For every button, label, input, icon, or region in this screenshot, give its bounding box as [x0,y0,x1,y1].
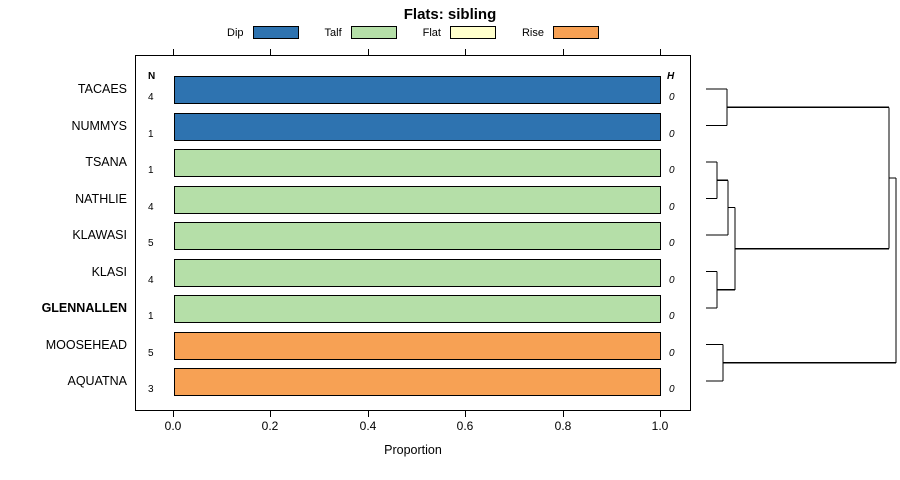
x-axis-tick [270,411,271,417]
h-value: 0 [669,238,675,249]
x-tick-label: 0.4 [359,419,377,433]
x-axis-tick [173,411,174,417]
bar-row [174,295,661,323]
bar-row [174,112,661,141]
n-value: 4 [148,201,154,213]
x-axis-top-tick [173,49,174,55]
legend-label: Talf [324,26,342,39]
h-value: 0 [669,92,675,103]
y-axis-label: TSANA [85,155,127,169]
legend-swatch-rise [553,26,599,39]
y-axis-label: NATHLIE [75,191,127,206]
x-axis-top-tick [270,49,271,55]
x-axis-top-tick [368,49,369,55]
bar-row [174,185,661,214]
n-value: 3 [148,384,154,395]
bar [174,295,661,323]
bar [174,76,661,104]
bar-row [174,258,661,287]
legend-item-rise: Rise [522,26,599,39]
y-axis-label: NUMMYS [71,118,127,133]
x-tick-label: 0.2 [261,419,279,433]
bar [174,149,661,177]
h-value: 0 [669,128,675,140]
bar [174,368,661,396]
h-value: 0 [669,165,675,176]
bar-row [174,222,661,250]
legend-swatch-dip [252,26,299,39]
n-value: 5 [148,347,154,359]
legend-label: Dip [227,26,244,39]
plot-area: N H 4 1 1 4 5 4 1 5 3 0 0 0 0 0 0 0 0 0 [135,55,691,411]
x-axis-tick [563,411,564,417]
x-tick-label: 0.6 [456,419,474,433]
legend-item-flat: Flat [423,26,496,39]
h-value: 0 [669,274,675,286]
n-value: 1 [148,165,154,176]
x-tick-label: 0.8 [554,419,572,433]
x-axis-top-tick [465,49,466,55]
legend: Dip Talf Flat Rise [135,26,691,39]
h-value: 0 [669,311,675,322]
h-value: 0 [669,347,675,359]
legend-label: Flat [422,26,441,39]
legend-item-talf: Talf [325,26,397,39]
bar [174,185,661,214]
legend-swatch-talf [350,26,397,39]
bar [174,222,661,250]
x-tick-label: 0.0 [164,419,182,433]
bar-row [174,149,661,177]
x-axis-tick [368,411,369,417]
n-value: 5 [148,238,154,249]
bar-row [174,331,661,360]
h-column-header: H [667,71,675,82]
bar [174,112,661,141]
n-value: 4 [148,274,154,286]
h-value: 0 [669,201,675,213]
x-axis-tick [465,411,466,417]
x-axis-tick [660,411,661,417]
n-value: 1 [148,128,154,140]
legend-item-dip: Dip [227,26,299,39]
bar [174,258,661,287]
y-axis-label: KLASI [91,264,127,279]
y-axis-label: MOOSEHEAD [45,337,127,352]
legend-swatch-flat [449,26,496,39]
n-column-header: N [148,71,156,82]
chart-title: Flats: sibling [403,6,497,23]
bar-row [174,76,661,104]
x-axis-top-tick [563,49,564,55]
bar-row [174,368,661,396]
x-axis-top-tick [660,49,661,55]
h-value: 0 [669,384,675,395]
n-value: 1 [148,311,154,322]
bar [174,331,661,360]
y-axis-label: KLAWASI [72,228,127,242]
y-axis-label: GLENNALLEN [41,301,127,315]
x-tick-label: 1.0 [651,419,669,433]
x-axis-title: Proportion [384,443,442,457]
legend-label: Rise [521,26,544,39]
y-axis-label: TACAES [77,82,127,96]
n-value: 4 [148,92,154,103]
y-axis-label: AQUATNA [67,374,128,388]
